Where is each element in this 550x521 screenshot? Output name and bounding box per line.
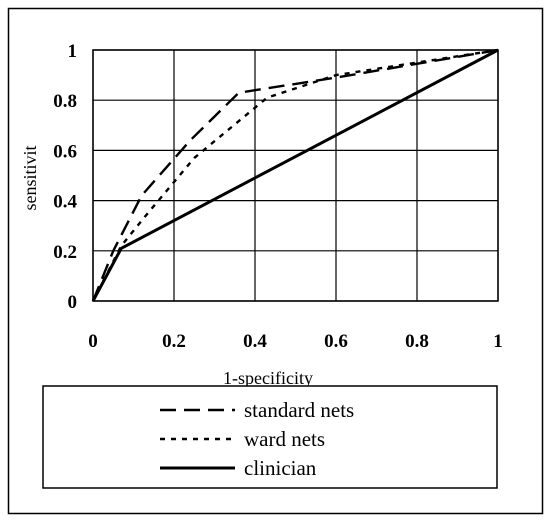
legend: standard nets ward nets clinician xyxy=(160,398,354,480)
y-tick-label: 0.2 xyxy=(53,242,77,263)
y-tick-label: 0 xyxy=(68,292,78,313)
legend-label-2: clinician xyxy=(244,456,317,480)
x-tick-label: 0 xyxy=(88,331,98,352)
y-tick-labels: 0 0.2 0.4 0.6 0.8 1 xyxy=(53,41,77,313)
y-tick-label: 0.4 xyxy=(53,192,77,213)
series-line-2 xyxy=(91,48,499,302)
series-line-0 xyxy=(91,48,499,302)
y-tick-label: 0.6 xyxy=(53,141,77,162)
legend-label-0: standard nets xyxy=(244,398,354,422)
plot-area-border xyxy=(92,49,499,302)
y-axis-label: sensitivit xyxy=(20,145,40,210)
x-tick-label: 0.4 xyxy=(243,331,267,352)
series-line-1 xyxy=(91,48,499,302)
y-tick-label: 0.8 xyxy=(53,91,77,112)
x-tick-labels: 0 0.2 0.4 0.6 0.8 1 xyxy=(88,331,503,352)
legend-box xyxy=(42,385,498,489)
figure-frame xyxy=(7,7,544,515)
x-tick-label: 0.6 xyxy=(324,331,348,352)
x-axis-label: 1-specificity xyxy=(223,368,313,388)
x-tick-label: 0.8 xyxy=(405,331,429,352)
y-tick-label: 1 xyxy=(68,41,78,62)
series-lines xyxy=(91,48,499,302)
x-tick-label: 0.2 xyxy=(162,331,186,352)
legend-label-1: ward nets xyxy=(244,427,325,451)
x-tick-label: 1 xyxy=(493,331,503,352)
